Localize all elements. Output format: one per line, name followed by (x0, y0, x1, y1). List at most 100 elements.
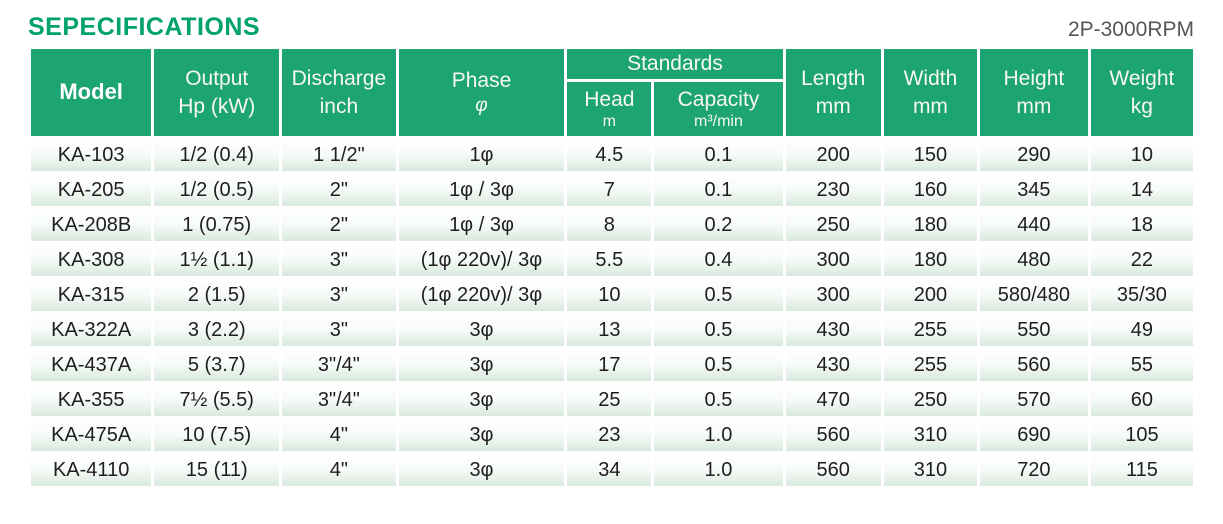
cell-output: 1/2 (0.4) (154, 139, 280, 171)
cell-head: 4.5 (567, 139, 652, 171)
table-header: Model Output Hp (kW) Discharge inch Phas… (31, 49, 1193, 136)
cell-discharge: 3"/4" (282, 384, 396, 416)
cell-width: 200 (883, 279, 977, 311)
cell-capacity: 0.5 (654, 349, 783, 381)
cell-phase: (1φ 220v)/ 3φ (398, 244, 565, 276)
cell-head: 17 (567, 349, 652, 381)
cell-model: KA-308 (31, 244, 152, 276)
header-capacity-line1: Capacity (677, 88, 760, 112)
cell-width: 180 (883, 209, 977, 241)
cell-length: 560 (785, 419, 881, 451)
cell-weight: 115 (1090, 454, 1193, 486)
header-head-line1: Head (584, 88, 635, 112)
table-row: KA-475A 10 (7.5) 4" 3φ 23 1.0 560 310 690 105 (31, 419, 1193, 451)
table-body: KA-103 1/2 (0.4) 1 1/2" 1φ 4.5 0.1 200 150 290 10… (31, 139, 1193, 486)
cell-height: 345 (979, 174, 1088, 206)
cell-height: 550 (979, 314, 1088, 346)
cell-height: 580/480 (979, 279, 1088, 311)
cell-discharge: 1 1/2" (282, 139, 396, 171)
cell-length: 230 (785, 174, 881, 206)
cell-width: 255 (883, 349, 977, 381)
cell-discharge: 3" (282, 314, 396, 346)
cell-width: 180 (883, 244, 977, 276)
cell-capacity: 1.0 (654, 419, 783, 451)
cell-weight: 55 (1090, 349, 1193, 381)
cell-discharge: 3"/4" (282, 349, 396, 381)
cell-head: 25 (567, 384, 652, 416)
header-width-line1: Width (903, 67, 958, 91)
cell-height: 720 (979, 454, 1088, 486)
cell-weight: 22 (1090, 244, 1193, 276)
cell-phase: (1φ 220v)/ 3φ (398, 279, 565, 311)
cell-weight: 14 (1090, 174, 1193, 206)
cell-head: 13 (567, 314, 652, 346)
header-standards-label: Standards (627, 52, 723, 76)
table-row: KA-315 2 (1.5) 3" (1φ 220v)/ 3φ 10 0.5 300 200 5… (31, 279, 1193, 311)
cell-height: 570 (979, 384, 1088, 416)
cell-head: 23 (567, 419, 652, 451)
header-output: Output Hp (kW) (154, 49, 280, 136)
cell-height: 440 (979, 209, 1088, 241)
cell-phase: 3φ (398, 419, 565, 451)
header-standards-group: Standards (567, 49, 783, 79)
header-height-line1: Height (1003, 67, 1065, 91)
header-discharge-line2: inch (319, 94, 359, 118)
cell-discharge: 4" (282, 419, 396, 451)
header-model: Model (31, 49, 152, 136)
cell-model: KA-103 (31, 139, 152, 171)
table-row: KA-322A 3 (2.2) 3" 3φ 13 0.5 430 255 550 49 (31, 314, 1193, 346)
table-row: KA-103 1/2 (0.4) 1 1/2" 1φ 4.5 0.1 200 150 290 10 (31, 139, 1193, 171)
cell-model: KA-322A (31, 314, 152, 346)
cell-capacity: 0.1 (654, 174, 783, 206)
header-head-unit: m (602, 113, 616, 131)
cell-model: KA-4110 (31, 454, 152, 486)
header-model-label: Model (59, 79, 123, 105)
cell-length: 300 (785, 279, 881, 311)
cell-model: KA-437A (31, 349, 152, 381)
header-length: Length mm (785, 49, 881, 136)
table-row: KA-437A 5 (3.7) 3"/4" 3φ 17 0.5 430 255 560 55 (31, 349, 1193, 381)
header-weight-line2: kg (1130, 94, 1153, 118)
cell-output: 10 (7.5) (154, 419, 280, 451)
cell-discharge: 3" (282, 279, 396, 311)
cell-discharge: 4" (282, 454, 396, 486)
cell-weight: 10 (1090, 139, 1193, 171)
cell-width: 255 (883, 314, 977, 346)
header-discharge: Discharge inch (282, 49, 396, 136)
phi-symbol: φ (475, 94, 488, 116)
rpm-speed-label: 2P-3000RPM (1067, 18, 1194, 41)
table-row: KA-355 7½ (5.5) 3"/4" 3φ 25 0.5 470 250 570 60 (31, 384, 1193, 416)
cell-capacity: 0.2 (654, 209, 783, 241)
cell-head: 34 (567, 454, 652, 486)
cell-width: 250 (883, 384, 977, 416)
cell-weight: 35/30 (1090, 279, 1193, 311)
cell-output: 5 (3.7) (154, 349, 280, 381)
cell-model: KA-205 (31, 174, 152, 206)
cell-weight: 49 (1090, 314, 1193, 346)
header-discharge-line1: Discharge (291, 67, 387, 91)
cell-height: 690 (979, 419, 1088, 451)
cell-length: 250 (785, 209, 881, 241)
cell-height: 480 (979, 244, 1088, 276)
cell-head: 8 (567, 209, 652, 241)
cell-length: 560 (785, 454, 881, 486)
cell-width: 150 (883, 139, 977, 171)
cell-capacity: 0.5 (654, 384, 783, 416)
cell-capacity: 0.4 (654, 244, 783, 276)
header-capacity-unit: m³/min (694, 113, 743, 131)
table-row: KA-208B 1 (0.75) 2" 1φ / 3φ 8 0.2 250 180 440 18 (31, 209, 1193, 241)
cell-weight: 105 (1090, 419, 1193, 451)
header-output-line2: Hp (kW) (178, 94, 256, 118)
cell-output: 7½ (5.5) (154, 384, 280, 416)
cell-height: 560 (979, 349, 1088, 381)
cell-model: KA-475A (31, 419, 152, 451)
cell-output: 1½ (1.1) (154, 244, 280, 276)
cell-discharge: 2" (282, 174, 396, 206)
cell-phase: 1φ (398, 139, 565, 171)
table-row: KA-308 1½ (1.1) 3" (1φ 220v)/ 3φ 5.5 0.4 300 18… (31, 244, 1193, 276)
cell-capacity: 0.5 (654, 279, 783, 311)
cell-model: KA-208B (31, 209, 152, 241)
cell-phase: 1φ / 3φ (398, 209, 565, 241)
cell-weight: 60 (1090, 384, 1193, 416)
